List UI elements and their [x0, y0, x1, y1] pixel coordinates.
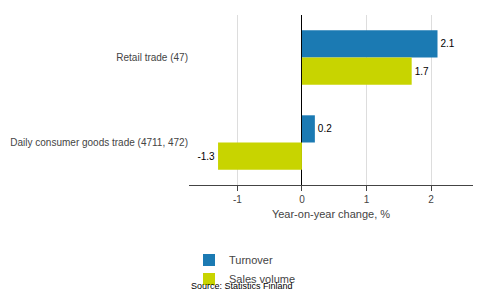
- svg-text:Turnover: Turnover: [229, 254, 273, 266]
- svg-text:1: 1: [364, 194, 370, 205]
- svg-text:1.7: 1.7: [415, 66, 429, 77]
- svg-text:Year-on-year change, %: Year-on-year change, %: [272, 208, 390, 220]
- svg-text:Daily consumer goods trade (47: Daily consumer goods trade (4711, 472): [10, 137, 188, 148]
- svg-text:2.1: 2.1: [441, 38, 455, 49]
- svg-text:0.2: 0.2: [318, 123, 332, 134]
- svg-text:-1: -1: [233, 194, 242, 205]
- svg-text:-1.3: -1.3: [197, 151, 215, 162]
- svg-text:Source: Statistics Finland: Source: Statistics Finland: [191, 281, 293, 291]
- svg-text:Sales volume: Sales volume: [229, 273, 295, 285]
- svg-text:0: 0: [299, 194, 305, 205]
- svg-text:Retail trade (47): Retail trade (47): [116, 52, 188, 63]
- svg-text:2: 2: [428, 194, 434, 205]
